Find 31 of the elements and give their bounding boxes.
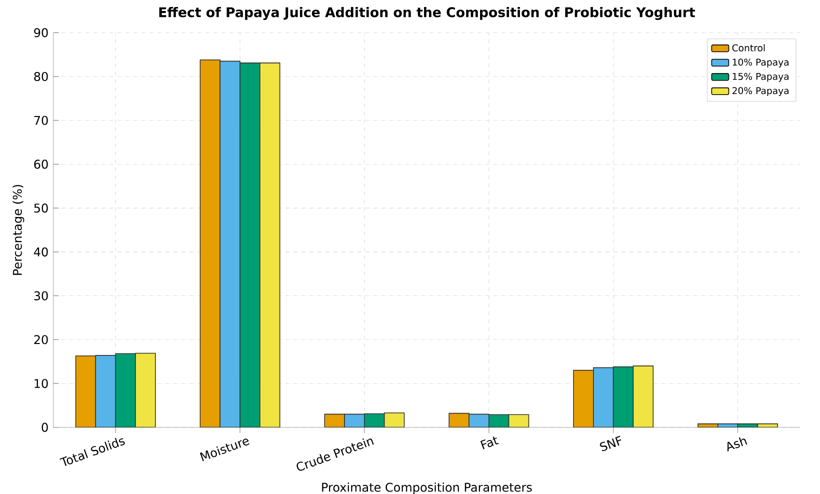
bar (612, 366, 634, 428)
y-tick-label: 50 (34, 204, 48, 213)
y-axis-title: Percentage (%) (12, 184, 24, 275)
x-tick-label: Total Solids (60, 438, 125, 466)
legend-label: 10% Papaya (732, 58, 788, 68)
bar (260, 62, 280, 428)
bar (135, 352, 156, 428)
x-axis-title: Proximate Composition Parameters (322, 482, 532, 494)
y-tick-label: 20 (34, 335, 48, 344)
bar (488, 414, 509, 428)
bar (364, 414, 384, 428)
bar (240, 62, 260, 428)
x-tick-label: Crude Protein (296, 438, 374, 471)
y-tick-label: 10 (34, 378, 48, 388)
legend-label: Control (732, 44, 765, 52)
x-tick-label: Fat (480, 436, 499, 450)
bar (632, 366, 654, 428)
y-tick-label: 90 (34, 28, 48, 38)
bar (115, 353, 136, 428)
x-tick-label: Ash (727, 437, 748, 452)
y-tick-label: 30 (34, 291, 48, 300)
legend-label: 20% Papaya (732, 87, 788, 96)
y-tick-label: 40 (34, 247, 48, 256)
x-tick-label: SNF (600, 436, 622, 452)
y-tick-label: 70 (34, 116, 48, 125)
y-tick-label: 80 (34, 72, 48, 82)
legend-label: 15% Papaya (732, 72, 788, 82)
y-tick-label: 0 (42, 422, 48, 432)
y-tick-label: 60 (34, 160, 48, 169)
bar (508, 414, 529, 428)
chart-title: Effect of Papaya Juice Addition on the Composition of Probiotic Yoghurt (159, 6, 696, 20)
